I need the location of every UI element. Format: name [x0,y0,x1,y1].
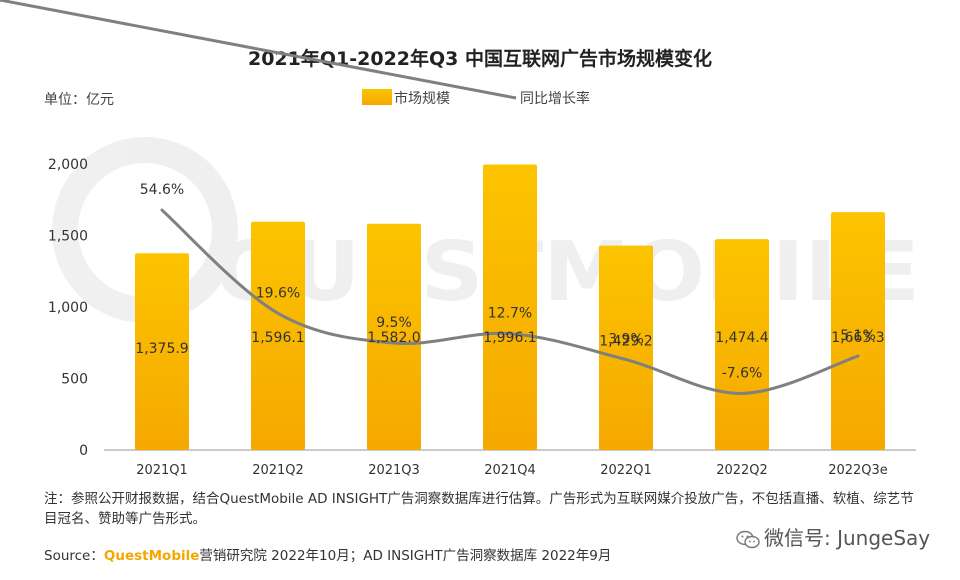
legend: 市场规模 同比增长率 [0,0,590,107]
data-labels: 1,375.9 1,596.1 1,582.0 1,996.1 1,429.2 1,474… [135,182,884,381]
rate-value-label: 5.1% [840,328,876,344]
bar-value-label: 1,429.2 [599,334,652,350]
bar [483,164,537,451]
rate-value-label: 3.9% [608,332,644,348]
footnote: 注：参照公开财报数据，结合QuestMobile AD INSIGHT广告洞察数… [44,491,914,527]
bar-value-label: 1,663.3 [831,330,884,346]
source-prefix: Source： [44,548,104,564]
y-tick-label: 500 [61,372,88,388]
growth-rate-line [160,208,860,395]
bar [367,223,421,450]
y-tick-label: 0 [79,443,88,459]
x-tick-label: 2021Q1 [136,463,188,478]
wechat-text: 微信号: JungeSay [764,526,931,550]
legend-bar-swatch [362,89,392,105]
chart-title: 2021年Q1-2022年Q3 中国互联网广告市场规模变化 [248,47,712,70]
x-tick-label: 2022Q1 [600,463,652,478]
source-brand: QuestMobile [103,548,200,564]
bar [831,212,885,450]
bar-value-label: 1,996.1 [483,330,536,346]
x-tick-label: 2021Q2 [252,463,304,478]
watermark-text: QUESTMOBILE [215,225,920,320]
y-tick-label: 2,000 [48,157,88,173]
bar [715,239,769,450]
growth-rate-path [160,208,860,395]
y-tick-label: 1,500 [48,229,88,245]
bar-value-label: 1,375.9 [135,341,188,357]
bar [251,221,305,450]
y-tick-label: 1,000 [48,300,88,316]
rate-value-label: -7.6% [722,365,763,381]
rate-value-label: 12.7% [488,306,532,322]
x-tick-label: 2022Q3e [828,463,888,478]
wechat-watermark: 微信号: JungeSay [736,522,930,551]
x-tick-label: 2021Q3 [368,463,420,478]
bar-value-label: 1,596.1 [251,330,304,346]
bar [135,253,189,450]
legend-bar-label: 市场规模 [394,90,450,107]
axes: 0 500 1,000 1,500 2,000 2021Q1 2021Q2 2021Q3 202… [48,157,916,478]
bars [135,164,885,451]
bar [599,245,653,450]
x-tick-label: 2022Q2 [716,463,768,478]
unit-label: 单位：亿元 [44,92,114,108]
x-tick-label: 2021Q4 [484,463,536,478]
rate-value-label: 19.6% [256,285,300,301]
source-rest: 营销研究院 2022年10月；AD INSIGHT广告洞察数据库 2022年9月 [199,548,612,564]
legend-line-label: 同比增长率 [520,90,590,107]
rate-value-label: 54.6% [140,182,184,198]
source-line: Source：QuestMobile营销研究院 2022年10月；AD INSI… [44,544,611,564]
legend-line-swatch [0,0,517,100]
bar-value-label: 1,582.0 [367,330,420,346]
wechat-icon [736,530,760,548]
rate-value-label: 9.5% [376,315,412,331]
bar-value-label: 1,474.4 [715,330,769,346]
